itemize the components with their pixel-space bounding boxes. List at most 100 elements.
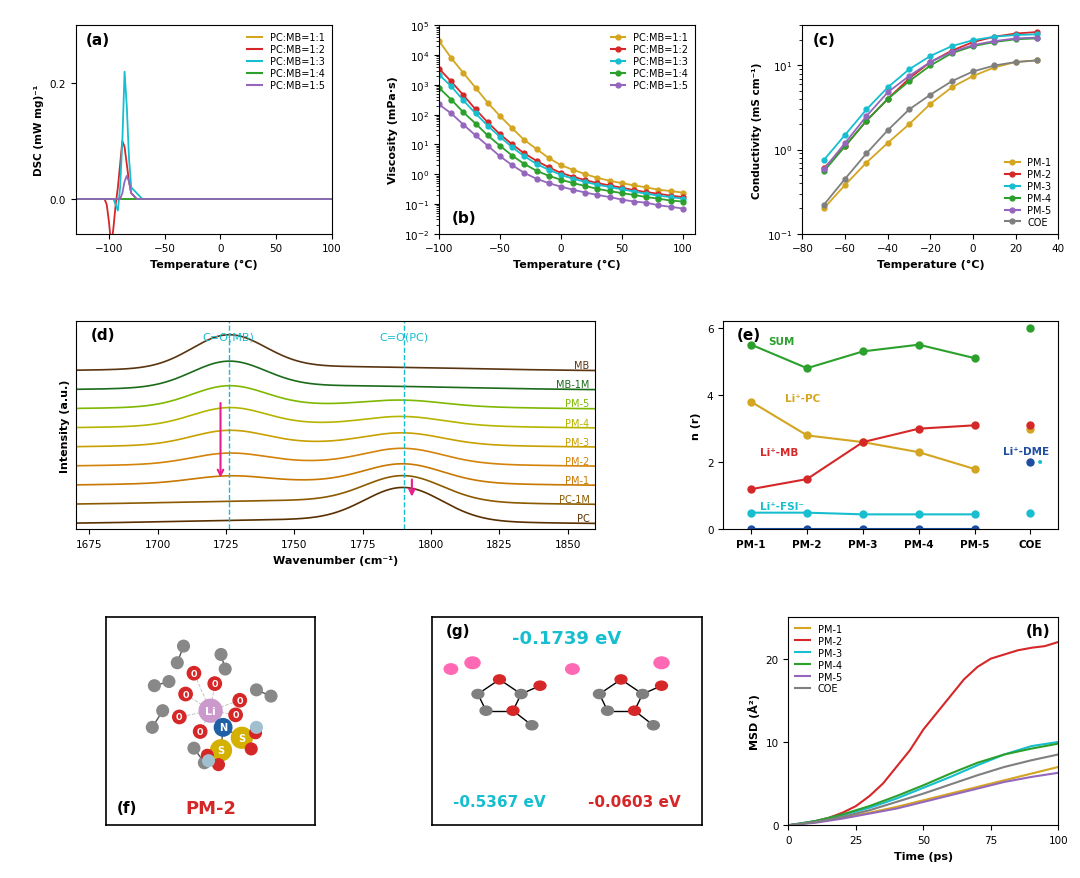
Circle shape bbox=[147, 722, 158, 733]
Text: PM-4: PM-4 bbox=[566, 418, 590, 428]
Circle shape bbox=[444, 664, 458, 674]
Y-axis label: Viscosity (mPa·s): Viscosity (mPa·s) bbox=[389, 76, 399, 184]
Circle shape bbox=[187, 666, 201, 680]
Text: Li⁺-PC: Li⁺-PC bbox=[785, 394, 820, 404]
Text: MB: MB bbox=[575, 361, 590, 371]
Text: PM-1: PM-1 bbox=[566, 475, 590, 486]
Circle shape bbox=[215, 649, 227, 660]
Text: N: N bbox=[219, 723, 227, 732]
Circle shape bbox=[251, 684, 262, 696]
Legend: PC:MB=1:1, PC:MB=1:2, PC:MB=1:3, PC:MB=1:4, PC:MB=1:5: PC:MB=1:1, PC:MB=1:2, PC:MB=1:3, PC:MB=1… bbox=[609, 32, 690, 93]
Text: O: O bbox=[176, 713, 183, 722]
Circle shape bbox=[211, 740, 231, 761]
Text: PM-3: PM-3 bbox=[566, 437, 590, 447]
Text: (e): (e) bbox=[737, 328, 760, 343]
Circle shape bbox=[629, 706, 640, 716]
Circle shape bbox=[193, 725, 207, 738]
Circle shape bbox=[480, 706, 491, 716]
Text: -0.1739 eV: -0.1739 eV bbox=[512, 630, 622, 648]
Circle shape bbox=[214, 719, 232, 737]
Text: O: O bbox=[191, 669, 198, 678]
Text: PM-5: PM-5 bbox=[565, 399, 590, 409]
X-axis label: Temperature (°C): Temperature (°C) bbox=[513, 260, 621, 270]
Text: PM-2: PM-2 bbox=[185, 799, 237, 817]
Text: SUM: SUM bbox=[768, 337, 794, 347]
Text: PC: PC bbox=[577, 514, 590, 523]
Circle shape bbox=[231, 728, 253, 748]
Y-axis label: DSC (mW mg)⁻¹: DSC (mW mg)⁻¹ bbox=[33, 85, 44, 176]
Circle shape bbox=[249, 727, 261, 738]
Text: S: S bbox=[217, 745, 225, 755]
Circle shape bbox=[636, 689, 648, 699]
X-axis label: Time (ps): Time (ps) bbox=[894, 851, 953, 860]
Text: (g): (g) bbox=[445, 623, 470, 638]
Text: PM-2: PM-2 bbox=[565, 457, 590, 466]
Legend: PC:MB=1:1, PC:MB=1:2, PC:MB=1:3, PC:MB=1:4, PC:MB=1:5: PC:MB=1:1, PC:MB=1:2, PC:MB=1:3, PC:MB=1… bbox=[245, 32, 326, 93]
Text: O: O bbox=[237, 696, 243, 705]
Text: (f): (f) bbox=[117, 800, 137, 815]
Text: Li⁺-MB: Li⁺-MB bbox=[759, 448, 798, 457]
Text: C=O(PC): C=O(PC) bbox=[379, 332, 429, 342]
Circle shape bbox=[494, 675, 505, 684]
Y-axis label: Conductivity (mS cm⁻¹): Conductivity (mS cm⁻¹) bbox=[752, 62, 761, 198]
Circle shape bbox=[208, 677, 221, 690]
Text: O: O bbox=[232, 710, 239, 720]
Circle shape bbox=[566, 664, 579, 674]
Circle shape bbox=[464, 658, 480, 669]
Circle shape bbox=[149, 680, 160, 692]
Circle shape bbox=[534, 681, 545, 690]
Circle shape bbox=[178, 641, 189, 652]
X-axis label: Temperature (°C): Temperature (°C) bbox=[877, 260, 984, 270]
Text: O: O bbox=[197, 727, 203, 736]
Text: Li⁺-FSI⁻: Li⁺-FSI⁻ bbox=[759, 501, 804, 511]
Text: -0.0603 eV: -0.0603 eV bbox=[589, 794, 680, 809]
Circle shape bbox=[202, 750, 213, 761]
Circle shape bbox=[251, 722, 262, 733]
Text: O: O bbox=[212, 680, 218, 688]
Text: S: S bbox=[239, 733, 245, 743]
Circle shape bbox=[653, 658, 669, 669]
X-axis label: Temperature (°C): Temperature (°C) bbox=[150, 260, 257, 270]
Circle shape bbox=[157, 705, 168, 716]
Text: Li⁺-DME: Li⁺-DME bbox=[1002, 446, 1049, 456]
Circle shape bbox=[213, 759, 225, 771]
Text: (d): (d) bbox=[91, 328, 116, 343]
Circle shape bbox=[199, 757, 211, 769]
Y-axis label: Intensity (a.u.): Intensity (a.u.) bbox=[60, 379, 70, 472]
Circle shape bbox=[472, 689, 484, 699]
Circle shape bbox=[229, 709, 242, 722]
Circle shape bbox=[179, 687, 192, 701]
Y-axis label: MSD (Å²): MSD (Å²) bbox=[748, 694, 760, 749]
Circle shape bbox=[245, 744, 257, 755]
Text: (c): (c) bbox=[812, 32, 836, 47]
Circle shape bbox=[163, 676, 175, 687]
Text: O: O bbox=[183, 690, 189, 699]
Text: Li: Li bbox=[205, 706, 216, 716]
Circle shape bbox=[647, 721, 659, 730]
Text: (b): (b) bbox=[451, 211, 476, 226]
Legend: PM-1, PM-2, PM-3, PM-4, PM-5, COE: PM-1, PM-2, PM-3, PM-4, PM-5, COE bbox=[794, 623, 843, 695]
Circle shape bbox=[199, 700, 222, 723]
Text: •: • bbox=[1036, 456, 1044, 470]
Text: MB-1M: MB-1M bbox=[556, 380, 590, 390]
Circle shape bbox=[172, 658, 184, 669]
Circle shape bbox=[188, 743, 200, 754]
Text: PC-1M: PC-1M bbox=[558, 494, 590, 504]
Circle shape bbox=[515, 689, 527, 699]
Circle shape bbox=[656, 681, 667, 690]
Text: C=O(MB): C=O(MB) bbox=[203, 332, 255, 342]
Text: (h): (h) bbox=[1026, 623, 1051, 638]
Y-axis label: n (r): n (r) bbox=[691, 412, 701, 440]
Circle shape bbox=[266, 690, 276, 702]
X-axis label: Wavenumber (cm⁻¹): Wavenumber (cm⁻¹) bbox=[273, 555, 397, 565]
Text: -0.5367 eV: -0.5367 eV bbox=[454, 794, 545, 809]
Circle shape bbox=[203, 755, 214, 766]
Circle shape bbox=[602, 706, 613, 716]
Circle shape bbox=[593, 689, 605, 699]
Circle shape bbox=[507, 706, 518, 716]
Circle shape bbox=[219, 664, 231, 675]
Circle shape bbox=[615, 675, 626, 684]
Circle shape bbox=[233, 694, 246, 707]
Circle shape bbox=[526, 721, 538, 730]
Legend: PM-1, PM-2, PM-3, PM-4, PM-5, COE: PM-1, PM-2, PM-3, PM-4, PM-5, COE bbox=[1003, 156, 1053, 229]
